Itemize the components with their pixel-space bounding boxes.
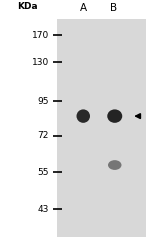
Text: A: A <box>80 3 87 13</box>
Text: 43: 43 <box>37 205 49 214</box>
Text: KDa: KDa <box>17 2 37 11</box>
Text: 130: 130 <box>32 58 49 67</box>
Ellipse shape <box>76 109 90 123</box>
Ellipse shape <box>107 109 122 123</box>
Text: 170: 170 <box>32 31 49 40</box>
Text: 72: 72 <box>37 131 49 140</box>
Text: 55: 55 <box>37 168 49 177</box>
Text: 95: 95 <box>37 97 49 106</box>
Ellipse shape <box>108 160 122 170</box>
FancyBboxPatch shape <box>57 20 146 237</box>
Text: B: B <box>110 3 118 13</box>
